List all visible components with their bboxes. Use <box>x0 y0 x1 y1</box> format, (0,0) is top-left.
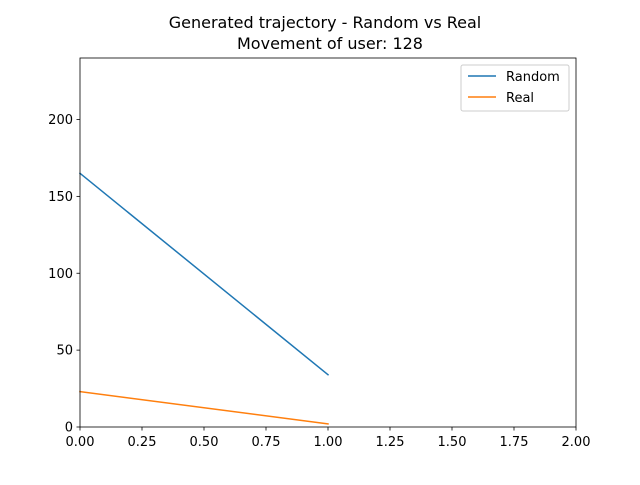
x-tick-label: 1.75 <box>500 435 529 450</box>
x-tick-label: 1.00 <box>314 435 343 450</box>
series-line-random <box>78 172 330 376</box>
x-tick-label: 0.00 <box>66 435 95 450</box>
y-tick-label: 0 <box>65 421 73 436</box>
series-line-real <box>79 390 329 425</box>
y-tick-label: 100 <box>48 267 73 282</box>
x-tick-label: 0.25 <box>128 435 157 450</box>
x-tick-label: 1.25 <box>376 435 405 450</box>
axes-frame <box>79 57 577 428</box>
x-tick-label: 0.50 <box>190 435 219 450</box>
x-tick-label: 2.00 <box>562 435 591 450</box>
y-tick-label: 200 <box>48 113 73 128</box>
chart-subtitle: Movement of user: 128 <box>237 34 423 53</box>
plot-area: 0.00 0.25 0.50 0.75 1.00 1.25 1.50 1.75 2.00 0 50 1… <box>48 57 591 450</box>
x-tick-label: 0.75 <box>252 435 281 450</box>
legend: Random Real <box>460 64 570 112</box>
x-tick-label: 1.50 <box>438 435 467 450</box>
y-tick-label: 150 <box>48 190 73 205</box>
y-tick-label: 50 <box>56 344 73 359</box>
legend-label-real: Real <box>506 91 534 106</box>
chart-title: Generated trajectory - Random vs Real <box>169 13 481 32</box>
legend-label-random: Random <box>506 70 560 85</box>
